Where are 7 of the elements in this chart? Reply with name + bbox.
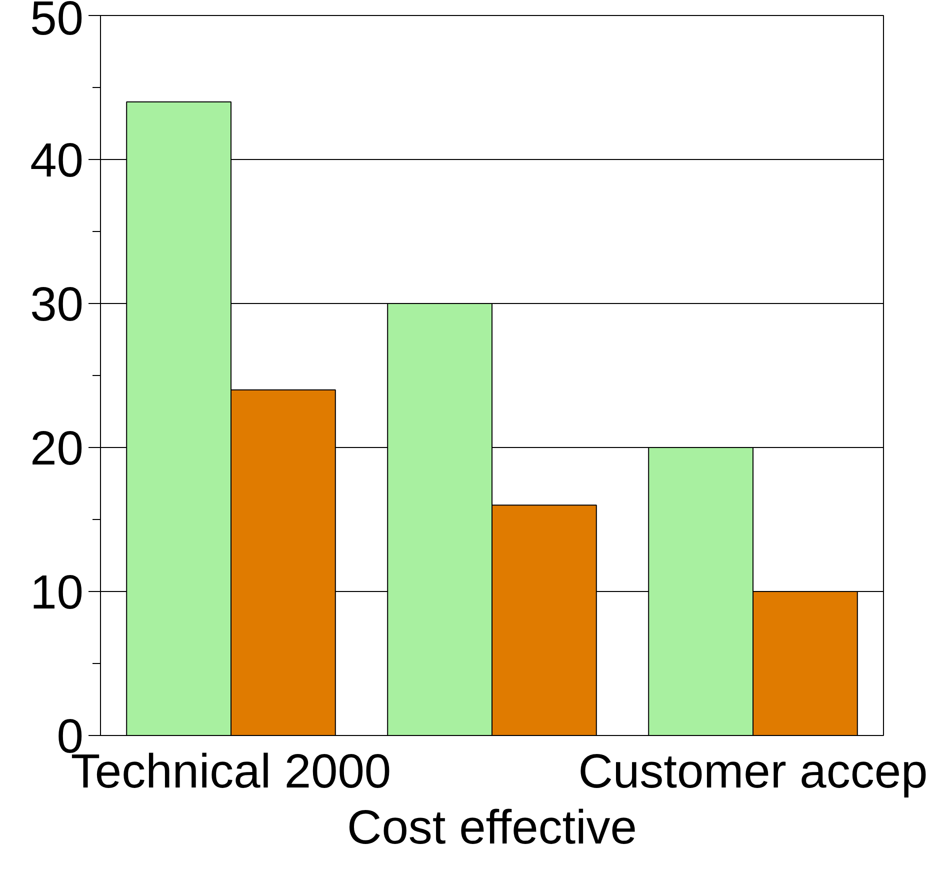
y-tick-label: 10	[30, 566, 84, 620]
y-tick-label: 40	[30, 134, 84, 188]
x-tick-label: Cost effective	[347, 802, 637, 854]
y-tick-label: 50	[30, 0, 84, 46]
y-tick-label: 30	[30, 278, 84, 332]
x-tick-label: Customer accep	[578, 746, 928, 798]
y-tick-label: 20	[30, 422, 84, 476]
